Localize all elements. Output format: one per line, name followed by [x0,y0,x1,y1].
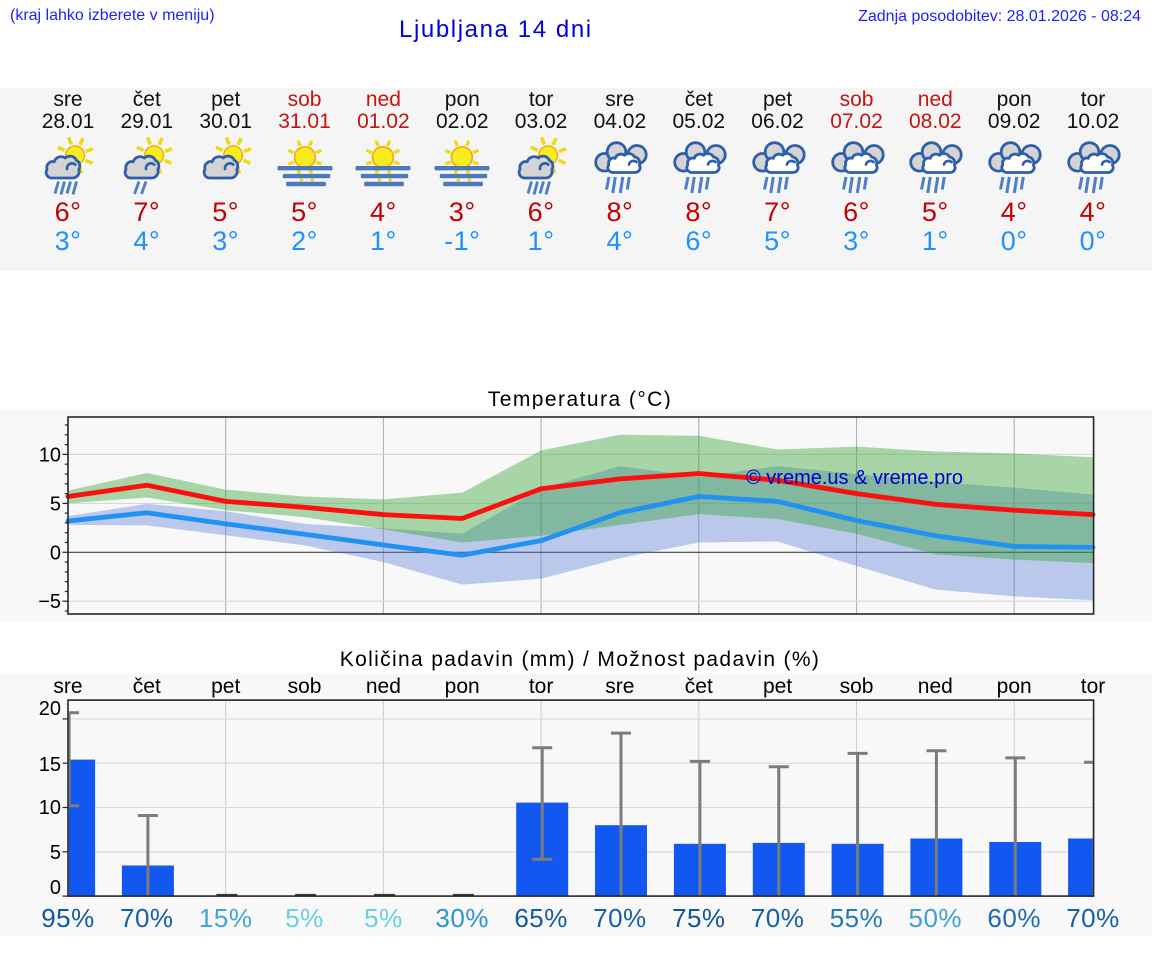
svg-text:čet: čet [133,675,161,698]
svg-text:sob: sob [288,675,322,698]
svg-text:30%: 30% [435,903,489,933]
svg-text:5: 5 [50,842,61,864]
svg-text:sre: sre [605,675,634,698]
svg-text:pet: pet [211,675,240,698]
svg-text:−5: −5 [38,591,61,613]
svg-text:0: 0 [50,877,61,899]
svg-text:5%: 5% [285,903,324,933]
svg-text:čet: čet [685,675,713,698]
svg-text:pet: pet [763,675,792,698]
svg-text:ned: ned [918,675,953,698]
svg-text:© vreme.us & vreme.pro: © vreme.us & vreme.pro [746,467,963,489]
svg-text:ned: ned [366,675,401,698]
svg-text:70%: 70% [751,903,805,933]
svg-text:0: 0 [50,542,61,564]
svg-text:60%: 60% [987,903,1041,933]
svg-text:5: 5 [50,493,61,515]
svg-text:50%: 50% [909,903,963,933]
svg-text:65%: 65% [514,903,568,933]
svg-text:15%: 15% [199,903,253,933]
svg-text:10: 10 [39,444,61,466]
svg-text:sre: sre [53,675,82,698]
svg-text:55%: 55% [830,903,884,933]
svg-text:70%: 70% [120,903,174,933]
svg-text:70%: 70% [593,903,647,933]
svg-text:70%: 70% [1066,903,1120,933]
svg-text:tor: tor [529,675,554,698]
svg-text:pon: pon [445,675,480,698]
svg-text:20: 20 [39,698,61,720]
svg-text:95%: 95% [41,903,95,933]
svg-text:10: 10 [39,797,61,819]
svg-text:sob: sob [840,675,874,698]
svg-text:pon: pon [997,675,1032,698]
svg-text:15: 15 [39,754,61,776]
svg-text:tor: tor [1081,675,1106,698]
svg-text:75%: 75% [672,903,726,933]
svg-text:5%: 5% [364,903,403,933]
